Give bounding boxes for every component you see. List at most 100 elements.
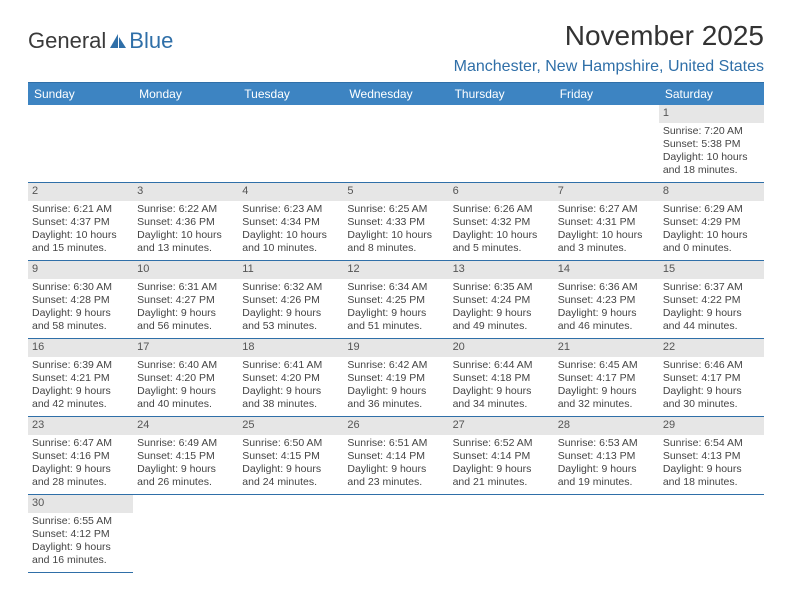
day-number: 10 [133,261,238,279]
calendar-cell: 12Sunrise: 6:34 AMSunset: 4:25 PMDayligh… [343,261,448,339]
day-header: Saturday [659,83,764,105]
sunset-line: Sunset: 4:20 PM [137,372,234,385]
day-body: Sunrise: 6:39 AMSunset: 4:21 PMDaylight:… [28,357,133,415]
sunrise-line: Sunrise: 6:22 AM [137,203,234,216]
day-body: Sunrise: 6:34 AMSunset: 4:25 PMDaylight:… [343,279,448,337]
sunset-line: Sunset: 4:23 PM [558,294,655,307]
calendar-cell: 15Sunrise: 6:37 AMSunset: 4:22 PMDayligh… [659,261,764,339]
sunset-line: Sunset: 4:37 PM [32,216,129,229]
sunrise-line: Sunrise: 6:25 AM [347,203,444,216]
sunrise-line: Sunrise: 6:46 AM [663,359,760,372]
day-number: 19 [343,339,448,357]
sunset-line: Sunset: 4:13 PM [663,450,760,463]
day-body: Sunrise: 6:49 AMSunset: 4:15 PMDaylight:… [133,435,238,493]
daylight-line: Daylight: 10 hours and 15 minutes. [32,229,129,255]
day-number: 14 [554,261,659,279]
sunset-line: Sunset: 4:13 PM [558,450,655,463]
day-number: 4 [238,183,343,201]
sunset-line: Sunset: 4:26 PM [242,294,339,307]
day-number: 30 [28,495,133,513]
sunrise-line: Sunrise: 6:51 AM [347,437,444,450]
calendar-cell: 13Sunrise: 6:35 AMSunset: 4:24 PMDayligh… [449,261,554,339]
sunrise-line: Sunrise: 6:31 AM [137,281,234,294]
day-body: Sunrise: 6:22 AMSunset: 4:36 PMDaylight:… [133,201,238,259]
day-number: 3 [133,183,238,201]
daylight-line: Daylight: 9 hours and 26 minutes. [137,463,234,489]
calendar-cell: 28Sunrise: 6:53 AMSunset: 4:13 PMDayligh… [554,417,659,495]
sunrise-line: Sunrise: 6:41 AM [242,359,339,372]
day-header: Wednesday [343,83,448,105]
daylight-line: Daylight: 10 hours and 13 minutes. [137,229,234,255]
calendar-cell: 17Sunrise: 6:40 AMSunset: 4:20 PMDayligh… [133,339,238,417]
calendar-cell: 11Sunrise: 6:32 AMSunset: 4:26 PMDayligh… [238,261,343,339]
daylight-line: Daylight: 10 hours and 0 minutes. [663,229,760,255]
day-body: Sunrise: 6:51 AMSunset: 4:14 PMDaylight:… [343,435,448,493]
sunset-line: Sunset: 4:12 PM [32,528,129,541]
header: General Blue November 2025 Manchester, N… [28,20,764,76]
sunset-line: Sunset: 4:34 PM [242,216,339,229]
calendar-cell: 19Sunrise: 6:42 AMSunset: 4:19 PMDayligh… [343,339,448,417]
daylight-line: Daylight: 9 hours and 58 minutes. [32,307,129,333]
sunset-line: Sunset: 4:22 PM [663,294,760,307]
day-body: Sunrise: 6:55 AMSunset: 4:12 PMDaylight:… [28,513,133,571]
day-header: Tuesday [238,83,343,105]
sunrise-line: Sunrise: 6:26 AM [453,203,550,216]
sunrise-line: Sunrise: 6:55 AM [32,515,129,528]
sunrise-line: Sunrise: 6:54 AM [663,437,760,450]
day-body: Sunrise: 6:41 AMSunset: 4:20 PMDaylight:… [238,357,343,415]
calendar-cell: 23Sunrise: 6:47 AMSunset: 4:16 PMDayligh… [28,417,133,495]
month-title: November 2025 [454,20,764,52]
day-number: 26 [343,417,448,435]
calendar-cell: 4Sunrise: 6:23 AMSunset: 4:34 PMDaylight… [238,183,343,261]
day-body: Sunrise: 6:30 AMSunset: 4:28 PMDaylight:… [28,279,133,337]
logo-text-general: General [28,28,106,54]
day-number: 11 [238,261,343,279]
day-number: 29 [659,417,764,435]
day-number: 22 [659,339,764,357]
day-number: 28 [554,417,659,435]
sunset-line: Sunset: 4:15 PM [137,450,234,463]
day-body: Sunrise: 6:26 AMSunset: 4:32 PMDaylight:… [449,201,554,259]
daylight-line: Daylight: 9 hours and 23 minutes. [347,463,444,489]
sunrise-line: Sunrise: 6:49 AM [137,437,234,450]
day-body: Sunrise: 6:36 AMSunset: 4:23 PMDaylight:… [554,279,659,337]
sunrise-line: Sunrise: 7:20 AM [663,125,760,138]
sunset-line: Sunset: 4:25 PM [347,294,444,307]
day-body: Sunrise: 6:29 AMSunset: 4:29 PMDaylight:… [659,201,764,259]
daylight-line: Daylight: 9 hours and 32 minutes. [558,385,655,411]
daylight-line: Daylight: 10 hours and 3 minutes. [558,229,655,255]
daylight-line: Daylight: 9 hours and 34 minutes. [453,385,550,411]
sunrise-line: Sunrise: 6:40 AM [137,359,234,372]
sunrise-line: Sunrise: 6:32 AM [242,281,339,294]
daylight-line: Daylight: 10 hours and 5 minutes. [453,229,550,255]
calendar-cell: 20Sunrise: 6:44 AMSunset: 4:18 PMDayligh… [449,339,554,417]
day-header: Sunday [28,83,133,105]
calendar-cell: 30Sunrise: 6:55 AMSunset: 4:12 PMDayligh… [28,495,133,573]
calendar-cell: 5Sunrise: 6:25 AMSunset: 4:33 PMDaylight… [343,183,448,261]
daylight-line: Daylight: 9 hours and 38 minutes. [242,385,339,411]
sunset-line: Sunset: 4:19 PM [347,372,444,385]
calendar-cell: 29Sunrise: 6:54 AMSunset: 4:13 PMDayligh… [659,417,764,495]
day-number: 8 [659,183,764,201]
sunset-line: Sunset: 4:14 PM [453,450,550,463]
sunset-line: Sunset: 4:14 PM [347,450,444,463]
day-number: 21 [554,339,659,357]
day-body: Sunrise: 6:21 AMSunset: 4:37 PMDaylight:… [28,201,133,259]
sunrise-line: Sunrise: 6:30 AM [32,281,129,294]
day-body: Sunrise: 6:54 AMSunset: 4:13 PMDaylight:… [659,435,764,493]
day-number: 18 [238,339,343,357]
calendar-cell: 10Sunrise: 6:31 AMSunset: 4:27 PMDayligh… [133,261,238,339]
calendar-cell: 24Sunrise: 6:49 AMSunset: 4:15 PMDayligh… [133,417,238,495]
calendar-cell: 27Sunrise: 6:52 AMSunset: 4:14 PMDayligh… [449,417,554,495]
sunrise-line: Sunrise: 6:50 AM [242,437,339,450]
day-body: Sunrise: 6:31 AMSunset: 4:27 PMDaylight:… [133,279,238,337]
day-body: Sunrise: 6:35 AMSunset: 4:24 PMDaylight:… [449,279,554,337]
sunset-line: Sunset: 4:36 PM [137,216,234,229]
day-body: Sunrise: 6:23 AMSunset: 4:34 PMDaylight:… [238,201,343,259]
calendar-cell: 25Sunrise: 6:50 AMSunset: 4:15 PMDayligh… [238,417,343,495]
day-number: 25 [238,417,343,435]
sunset-line: Sunset: 4:18 PM [453,372,550,385]
daylight-line: Daylight: 9 hours and 40 minutes. [137,385,234,411]
calendar-cell: 9Sunrise: 6:30 AMSunset: 4:28 PMDaylight… [28,261,133,339]
calendar-cell: 8Sunrise: 6:29 AMSunset: 4:29 PMDaylight… [659,183,764,261]
